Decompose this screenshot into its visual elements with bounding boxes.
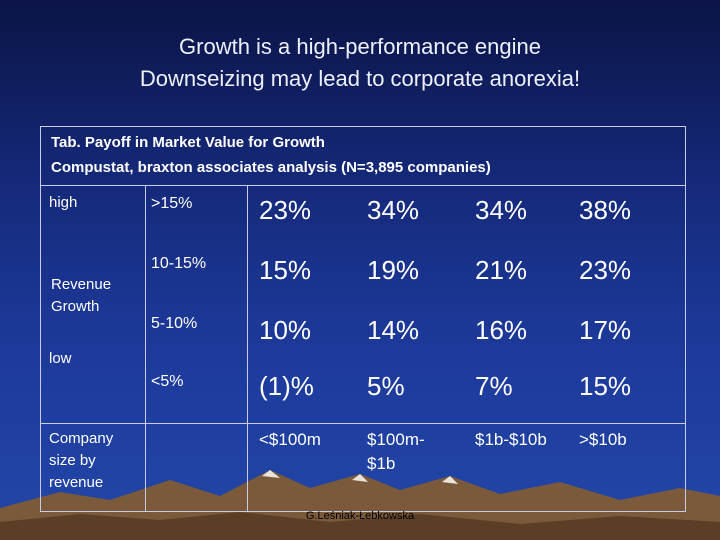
range-label: 10-15% [151,255,207,272]
table-caption: Tab. Payoff in Market Value for Growth [51,134,325,151]
col-axis-revenue: revenue [49,474,104,491]
range-label: >15% [151,195,193,212]
size-label: <$100m [259,430,321,449]
payoff-cell: 38% [579,195,632,225]
col-axis-company: Company [49,430,114,447]
size-label: $100m- [367,430,425,449]
col-axis-size-by: size by [49,452,96,469]
size-label: >$10b [579,430,627,449]
payoff-cell: 23% [579,255,632,285]
payoff-cell: 16% [475,315,528,345]
payoff-cell: 17% [579,315,632,345]
payoff-cell: 15% [259,255,312,285]
range-column-divider [247,185,248,511]
slide-title-line-1: Growth is a high-performance engine [179,34,541,59]
row-axis-high: high [49,194,78,211]
row-axis-revenue: Revenue [51,276,112,293]
payoff-cell: 34% [367,195,420,225]
payoff-cell: 19% [367,255,420,285]
size-label-line-2: $1b [367,454,396,473]
range-label: <5% [151,373,184,390]
mountain-landscape [0,470,720,540]
payoff-cell: 5% [367,371,405,401]
row-axis-growth: Growth [51,298,100,315]
payoff-cell: 7% [475,371,513,401]
table-source: Compustat, braxton associates analysis (… [51,159,491,176]
payoff-cell: (1)% [259,371,314,401]
size-label: $1b-$10b [475,430,547,449]
author-credit: G.Leśniak-Łebkowska [305,510,415,522]
range-label: 5-10% [151,315,198,332]
header-divider [41,185,685,186]
row-axis-low: low [49,350,72,367]
slide-title-line-2: Downseizing may lead to corporate anorex… [139,66,581,91]
payoff-cell: 34% [475,195,528,225]
payoff-cell: 14% [367,315,420,345]
label-column-divider [145,185,146,511]
payoff-cell: 10% [259,315,312,345]
size-row-divider [41,423,685,424]
payoff-cell: 15% [579,371,632,401]
payoff-cell: 23% [259,195,312,225]
payoff-table: Tab. Payoff in Market Value for Growth C… [40,126,686,512]
payoff-cell: 21% [475,255,528,285]
